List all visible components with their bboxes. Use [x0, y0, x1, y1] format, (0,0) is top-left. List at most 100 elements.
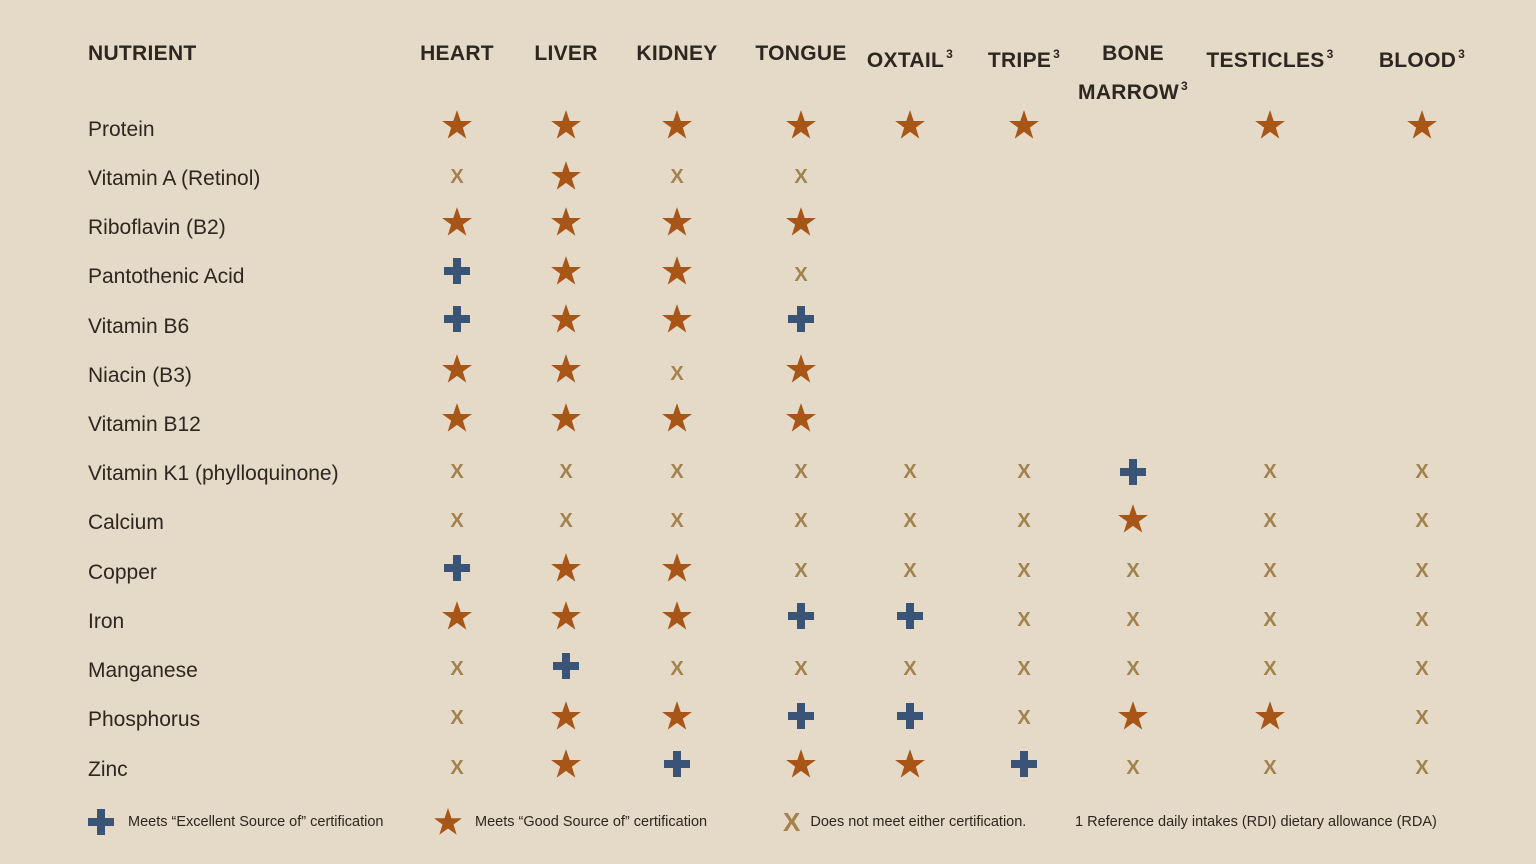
star-icon — [1404, 107, 1440, 143]
row-label: Pantothenic Acid — [88, 265, 245, 288]
star-icon — [548, 550, 584, 586]
x-icon: X — [670, 363, 684, 385]
x-icon: X — [1415, 609, 1429, 631]
x-icon: X — [1017, 560, 1031, 582]
star-icon — [433, 807, 463, 837]
x-icon: X — [670, 658, 684, 680]
row-label: Vitamin B12 — [88, 413, 201, 436]
x-icon: X — [1415, 560, 1429, 582]
x-icon: X — [450, 707, 464, 729]
x-icon: X — [1126, 658, 1140, 680]
x-icon: X — [1263, 757, 1277, 779]
row-label: Zinc — [88, 758, 128, 781]
x-icon: X — [1126, 560, 1140, 582]
star-icon — [659, 698, 695, 734]
row-label: Riboflavin (B2) — [88, 216, 226, 239]
x-icon: X — [903, 560, 917, 582]
footnote-text: 1 Reference daily intakes (RDI) dietary … — [1075, 814, 1437, 830]
x-icon: X — [1017, 707, 1031, 729]
row-label: Calcium — [88, 511, 164, 534]
plus-icon — [892, 598, 928, 634]
x-icon: X — [450, 757, 464, 779]
column-header-heart: HEART — [420, 38, 494, 70]
column-header-tripe: TRIPE 3 — [988, 38, 1060, 77]
legend-none-label: Does not meet either certification. — [810, 814, 1027, 830]
star-icon — [439, 598, 475, 634]
star-icon — [439, 351, 475, 387]
star-icon — [1252, 107, 1288, 143]
x-icon: X — [1415, 658, 1429, 680]
x-icon: X — [1415, 461, 1429, 483]
column-header-tongue: TONGUE — [755, 38, 846, 70]
column-header-blood: BLOOD 3 — [1379, 38, 1465, 77]
row-label: Vitamin A (Retinol) — [88, 167, 261, 190]
row-label: Vitamin B6 — [88, 315, 190, 338]
legend-none: X Does not meet either certification. — [783, 807, 1027, 837]
star-icon — [548, 351, 584, 387]
plus-icon — [783, 598, 819, 634]
x-icon: X — [559, 510, 573, 532]
star-icon — [1006, 107, 1042, 143]
star-icon — [439, 107, 475, 143]
x-icon: X — [794, 510, 808, 532]
x-icon: X — [794, 461, 808, 483]
x-icon: X — [670, 461, 684, 483]
row-label: Vitamin K1 (phylloquinone) — [88, 462, 339, 485]
star-icon — [548, 158, 584, 194]
footnote-marker: 3 — [1053, 47, 1061, 61]
x-icon: X — [1263, 609, 1277, 631]
x-icon: X — [670, 510, 684, 532]
x-icon: X — [1126, 609, 1140, 631]
star-icon — [1252, 698, 1288, 734]
row-label: Phosphorus — [88, 708, 201, 731]
star-icon — [783, 746, 819, 782]
x-icon: X — [559, 461, 573, 483]
star-icon — [659, 107, 695, 143]
footnote-marker: 3 — [1458, 47, 1466, 61]
plus-icon — [783, 698, 819, 734]
star-icon — [1115, 501, 1151, 537]
star-icon — [659, 550, 695, 586]
x-icon: X — [450, 510, 464, 532]
x-icon: X — [1017, 510, 1031, 532]
x-icon: X — [903, 658, 917, 680]
x-icon: X — [903, 461, 917, 483]
legend-good: Meets “Good Source of” certification — [433, 808, 707, 836]
x-icon: X — [450, 658, 464, 680]
header-label: LIVER — [534, 42, 598, 65]
plus-icon — [892, 698, 928, 734]
plus-icon — [439, 253, 475, 289]
plus-icon — [783, 301, 819, 337]
star-icon — [783, 400, 819, 436]
star-icon — [892, 107, 928, 143]
x-icon: X — [794, 560, 808, 582]
x-icon: X — [450, 461, 464, 483]
header-label: HEART — [420, 42, 494, 65]
star-icon — [783, 107, 819, 143]
star-icon — [1115, 698, 1151, 734]
star-icon — [659, 400, 695, 436]
column-header-testicles: TESTICLES 3 — [1206, 38, 1333, 77]
footnote-marker: 3 — [1180, 79, 1188, 93]
x-icon: X — [794, 166, 808, 188]
header-label: BONE — [1102, 42, 1164, 65]
column-header-kidney: KIDNEY — [636, 38, 717, 70]
x-icon: X — [1263, 461, 1277, 483]
legend-footnote: 1 Reference daily intakes (RDI) dietary … — [1075, 808, 1437, 836]
star-icon — [548, 107, 584, 143]
header-label-2: MARROW — [1078, 81, 1179, 104]
legend-excellent-label: Meets “Excellent Source of” certificatio… — [128, 814, 384, 830]
x-icon: X — [1415, 510, 1429, 532]
x-icon: X — [670, 166, 684, 188]
star-icon — [548, 698, 584, 734]
star-icon — [548, 204, 584, 240]
x-icon: X — [1263, 658, 1277, 680]
header-label: KIDNEY — [636, 42, 718, 65]
column-header-liver: LIVER — [534, 38, 597, 70]
plus-icon — [439, 301, 475, 337]
legend-good-label: Meets “Good Source of” certification — [475, 814, 708, 830]
star-icon — [783, 351, 819, 387]
x-icon: X — [903, 510, 917, 532]
plus-icon — [548, 648, 584, 684]
header-label: OXTAIL — [866, 49, 945, 72]
